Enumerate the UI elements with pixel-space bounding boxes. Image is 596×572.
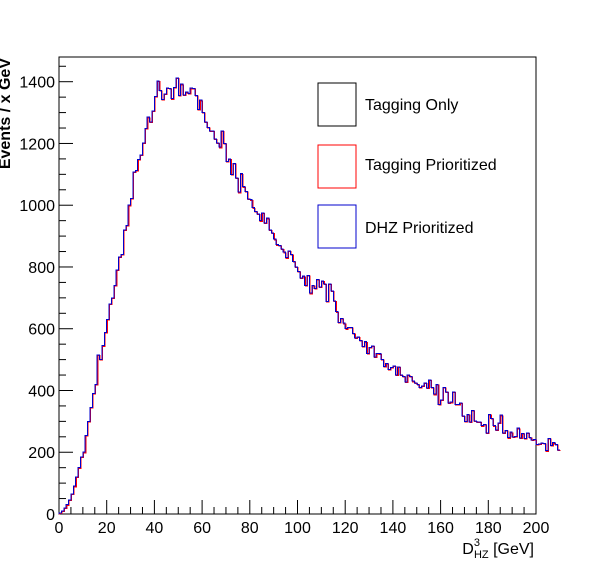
legend-swatch-dhz-prioritized xyxy=(317,204,357,249)
axis-tick-labels: 0 20 40 60 80 100 120 140 160 180 200 0 200 400 600 800… xyxy=(19,75,549,537)
x-axis-title-unit: [GeV] xyxy=(489,541,534,558)
x-tick-label: 120 xyxy=(332,520,359,537)
y-tick-label: 200 xyxy=(28,445,55,462)
series-tagging-prioritized xyxy=(59,78,561,515)
y-tick-label: 1000 xyxy=(19,198,55,215)
x-axis-title: D3 HZ [GeV] xyxy=(462,537,534,561)
plot-frame xyxy=(58,56,537,515)
legend-swatch-tagging-prioritized xyxy=(317,144,357,189)
y-tick-label: 1200 xyxy=(19,136,55,153)
legend-label-tagging-only: Tagging Only xyxy=(365,97,458,114)
x-tick-label: 140 xyxy=(380,520,407,537)
x-tick-label: 60 xyxy=(193,520,211,537)
series-dhz-prioritized xyxy=(58,77,560,514)
series-layer xyxy=(58,77,561,515)
x-tick-label: 0 xyxy=(55,520,64,537)
series-tagging-only xyxy=(58,77,560,514)
x-tick-label: 180 xyxy=(475,520,502,537)
y-tick-label: 400 xyxy=(28,383,55,400)
y-tick-label: 1400 xyxy=(19,75,55,92)
x-tick-label: 200 xyxy=(523,520,550,537)
x-axis-title-sub: HZ xyxy=(474,549,489,561)
x-tick-label: 20 xyxy=(98,520,116,537)
legend-label-tagging-prioritized: Tagging Prioritized xyxy=(365,157,497,174)
axis-ticks xyxy=(58,65,537,515)
legend: Tagging Only Tagging Prioritized DHZ Pri… xyxy=(317,82,497,249)
x-tick-label: 160 xyxy=(427,520,454,537)
x-axis-title-main: D xyxy=(462,541,474,558)
x-tick-label: 80 xyxy=(241,520,259,537)
x-axis-title-sup: 3 xyxy=(474,537,480,549)
y-axis-title: Events / x GeV xyxy=(0,58,14,169)
y-tick-label: 0 xyxy=(46,507,55,524)
legend-swatch-tagging-only xyxy=(317,82,357,127)
x-tick-label: 40 xyxy=(146,520,164,537)
legend-label-dhz-prioritized: DHZ Prioritized xyxy=(365,220,473,237)
x-tick-label: 100 xyxy=(284,520,311,537)
y-tick-label: 800 xyxy=(28,260,55,277)
y-tick-label: 600 xyxy=(28,322,55,339)
